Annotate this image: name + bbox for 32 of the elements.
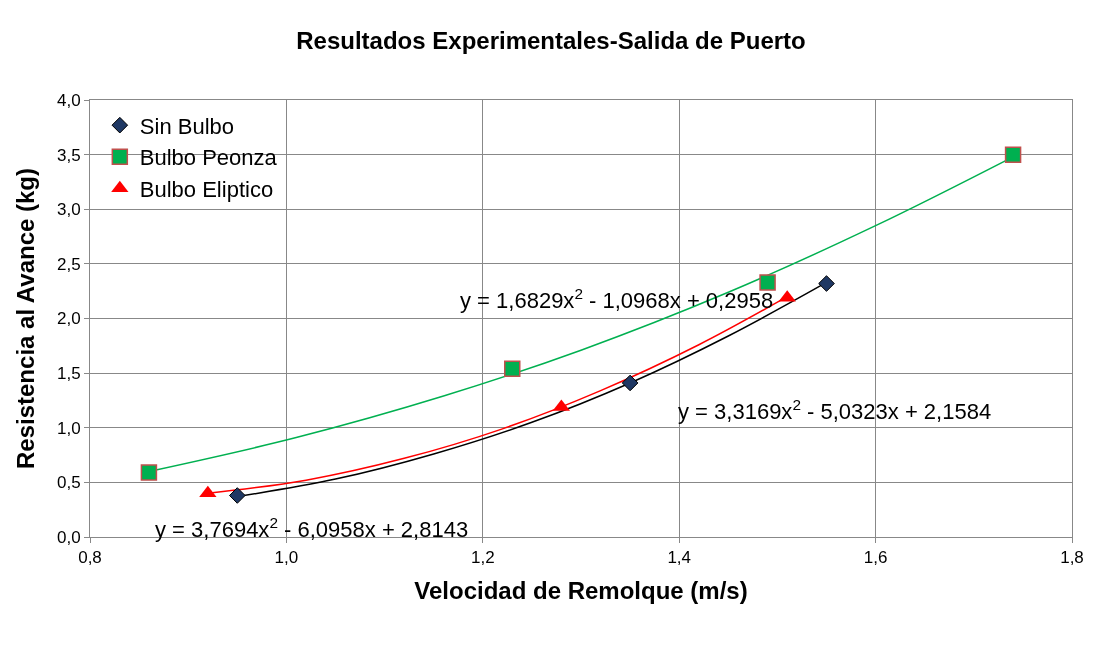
x-axis-title: Velocidad de Remolque (m/s) xyxy=(414,576,748,604)
x-tick-label: 0,8 xyxy=(78,548,102,568)
y-tick-label: 0,5 xyxy=(56,473,81,493)
legend-label: Sin Bulbo xyxy=(139,113,235,139)
point xyxy=(504,360,521,378)
x-tick-label: 1,4 xyxy=(667,548,692,568)
x-tick-label: 1,8 xyxy=(1060,548,1084,568)
y-tick-label: 3,5 xyxy=(56,145,81,165)
annotation: y = 3,3169x$^{2}$ - 5,0323x + 2,1584 xyxy=(678,396,992,425)
point xyxy=(818,275,835,292)
point xyxy=(621,374,639,392)
chart-title: Resultados Experimentales-Salida de Puerto xyxy=(296,27,806,55)
y-tick-label: 0,0 xyxy=(56,527,81,547)
y-tick-label: 2,0 xyxy=(56,309,81,329)
y-tick-label: 4,0 xyxy=(56,90,81,110)
point xyxy=(140,464,158,481)
y-tick-label: 2,5 xyxy=(56,254,81,274)
x-tick-label: 1,2 xyxy=(470,548,495,568)
annotation: y = 1,6829x$^{2}$ - 1,0968x + 0,2958 xyxy=(460,285,774,314)
point xyxy=(229,487,246,504)
x-tick-label: 1,0 xyxy=(274,548,299,568)
y-tick-label: 1,0 xyxy=(56,418,81,438)
y-tick-label: 3,0 xyxy=(56,200,81,220)
y-axis-title: Resistencia al Avance (kg) xyxy=(12,167,40,470)
point xyxy=(1004,146,1022,163)
x-tick-label: 1,6 xyxy=(863,548,888,568)
y-tick-label: 1,5 xyxy=(56,364,81,384)
point xyxy=(199,485,217,498)
legend-label: Bulbo Eliptico xyxy=(139,176,274,202)
legend-label: Bulbo Peonza xyxy=(139,145,278,171)
point xyxy=(759,274,776,291)
annotation: y = 3,7694x$^{2}$ - 6,0958x + 2,8143 xyxy=(155,514,469,543)
